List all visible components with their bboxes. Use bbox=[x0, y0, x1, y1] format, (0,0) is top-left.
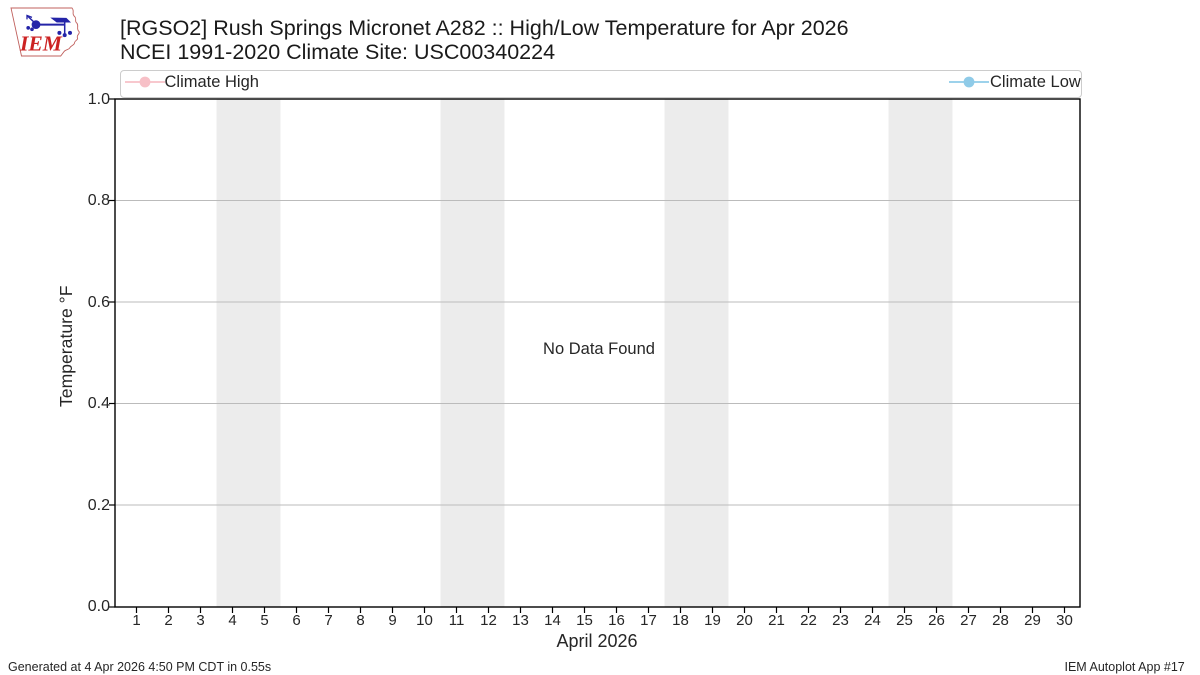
svg-text:No Data Found: No Data Found bbox=[543, 340, 655, 358]
svg-text:IEM: IEM bbox=[19, 32, 63, 56]
